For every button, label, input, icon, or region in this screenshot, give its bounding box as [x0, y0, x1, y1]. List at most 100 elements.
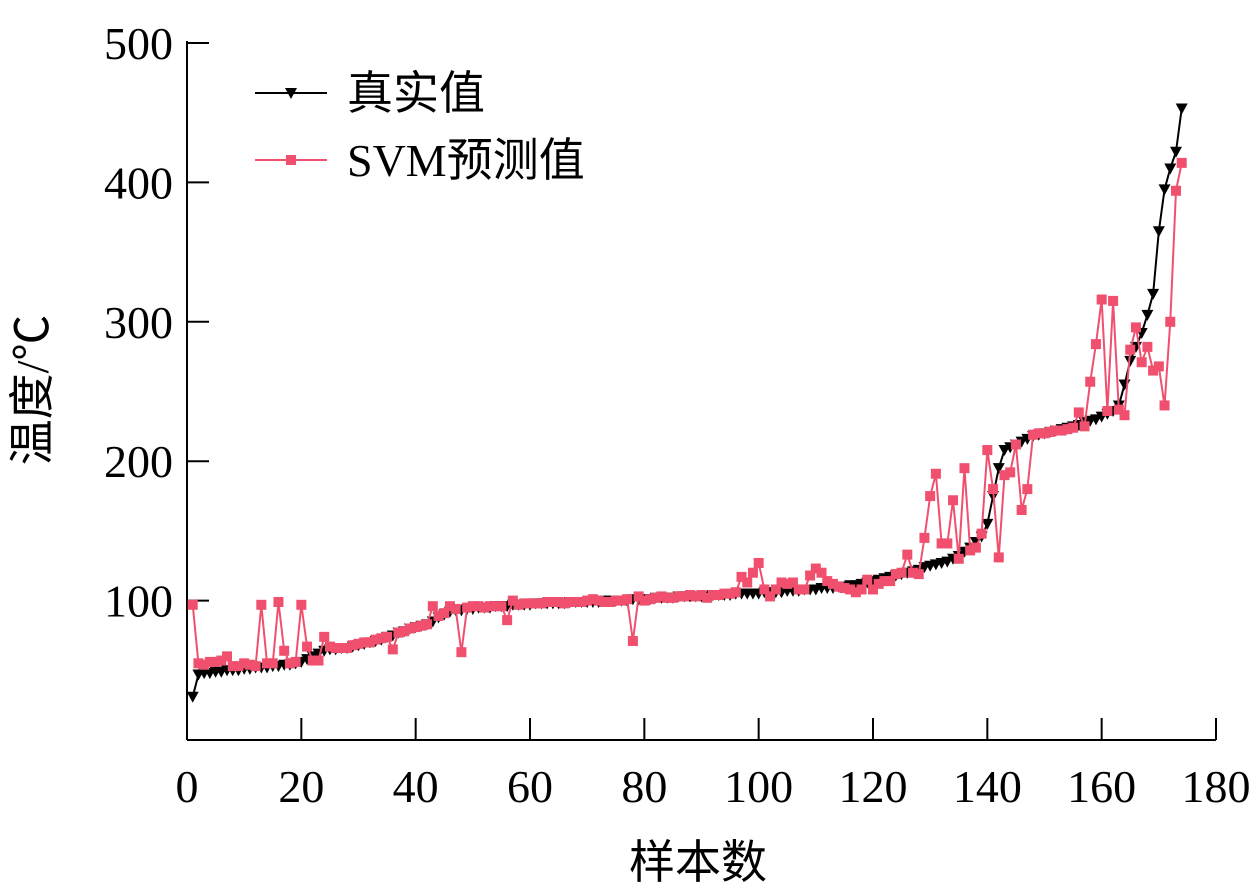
- square-marker: [759, 584, 770, 595]
- square-marker: [873, 578, 884, 589]
- square-marker: [262, 658, 273, 669]
- square-marker: [1090, 339, 1101, 350]
- square-marker: [319, 631, 330, 642]
- square-marker: [1165, 316, 1176, 327]
- square-marker: [484, 601, 495, 612]
- square-marker: [507, 595, 518, 606]
- square-marker: [725, 588, 736, 599]
- square-marker: [1136, 357, 1147, 368]
- square-marker: [1016, 504, 1027, 515]
- legend-label: 真实值: [347, 68, 485, 119]
- square-marker: [702, 592, 713, 603]
- square-marker: [467, 601, 478, 612]
- square-marker: [450, 603, 461, 614]
- triangle-marker: [992, 463, 1005, 475]
- square-marker: [490, 601, 501, 612]
- x-tick-label: 60: [507, 761, 553, 812]
- square-marker: [742, 577, 753, 588]
- square-marker: [616, 595, 627, 606]
- square-marker: [868, 584, 878, 595]
- square-marker: [530, 598, 541, 609]
- x-tick-label: 160: [1067, 761, 1136, 812]
- square-marker: [679, 591, 690, 602]
- square-marker: [959, 463, 970, 474]
- square-marker: [307, 655, 318, 666]
- square-marker: [239, 658, 250, 669]
- square-marker: [948, 495, 959, 506]
- square-marker: [525, 598, 535, 609]
- square-marker: [416, 620, 427, 631]
- square-marker: [1033, 428, 1044, 439]
- square-marker: [267, 658, 278, 669]
- square-marker: [1108, 295, 1119, 306]
- square-marker: [908, 567, 919, 578]
- square-marker: [559, 598, 570, 609]
- square-marker: [479, 602, 490, 613]
- square-marker: [439, 608, 450, 619]
- square-marker: [410, 622, 421, 633]
- y-axis-label: 温度/℃: [7, 315, 58, 466]
- square-marker: [850, 587, 861, 598]
- square-marker: [645, 594, 656, 605]
- square-marker: [204, 656, 215, 667]
- square-marker: [896, 567, 907, 578]
- square-marker: [610, 595, 621, 606]
- square-marker: [1102, 406, 1113, 417]
- square-marker: [404, 623, 415, 634]
- square-marker: [719, 588, 730, 599]
- square-marker: [845, 584, 856, 595]
- y-tick-label: 500: [104, 18, 173, 69]
- square-marker: [930, 468, 941, 479]
- square-marker: [822, 576, 833, 587]
- square-marker: [696, 590, 707, 601]
- square-marker: [1119, 410, 1130, 421]
- square-marker: [1050, 425, 1061, 436]
- square-marker: [399, 626, 410, 637]
- square-marker: [244, 659, 255, 670]
- square-marker: [993, 552, 1004, 563]
- square-marker: [210, 656, 221, 667]
- square-marker: [422, 619, 433, 630]
- square-marker: [330, 642, 341, 653]
- square-marker: [713, 590, 724, 601]
- square-marker: [862, 574, 873, 585]
- square-marker: [496, 601, 507, 612]
- square-marker: [273, 596, 284, 607]
- square-marker: [376, 633, 387, 644]
- square-marker: [570, 596, 581, 607]
- square-marker: [925, 491, 936, 502]
- square-marker: [227, 661, 238, 672]
- square-marker: [364, 637, 375, 648]
- square-marker: [999, 470, 1010, 481]
- square-marker: [565, 596, 576, 607]
- square-marker: [199, 659, 210, 670]
- triangle-marker: [1118, 379, 1131, 391]
- triangle-marker: [1169, 146, 1182, 158]
- square-marker: [770, 584, 781, 595]
- square-marker: [827, 578, 838, 589]
- square-marker: [885, 576, 896, 587]
- square-marker: [302, 641, 313, 652]
- square-marker: [1142, 341, 1153, 352]
- triangle-marker: [1147, 288, 1160, 300]
- square-marker: [233, 661, 244, 672]
- square-marker: [433, 610, 444, 621]
- square-marker: [988, 484, 999, 495]
- square-marker: [353, 638, 364, 649]
- square-marker: [970, 542, 981, 553]
- square-marker: [1022, 484, 1033, 495]
- square-marker: [473, 601, 484, 612]
- square-marker: [336, 642, 347, 653]
- x-tick-label: 20: [278, 761, 324, 812]
- square-marker: [673, 591, 684, 602]
- square-marker: [324, 641, 335, 652]
- square-marker: [279, 645, 290, 656]
- square-marker: [342, 642, 353, 653]
- square-marker: [536, 598, 547, 609]
- square-marker: [793, 584, 804, 595]
- square-marker: [284, 658, 295, 669]
- y-tick-label: 200: [104, 436, 173, 487]
- square-marker: [462, 602, 473, 613]
- square-marker: [382, 631, 393, 642]
- square-marker: [685, 590, 696, 601]
